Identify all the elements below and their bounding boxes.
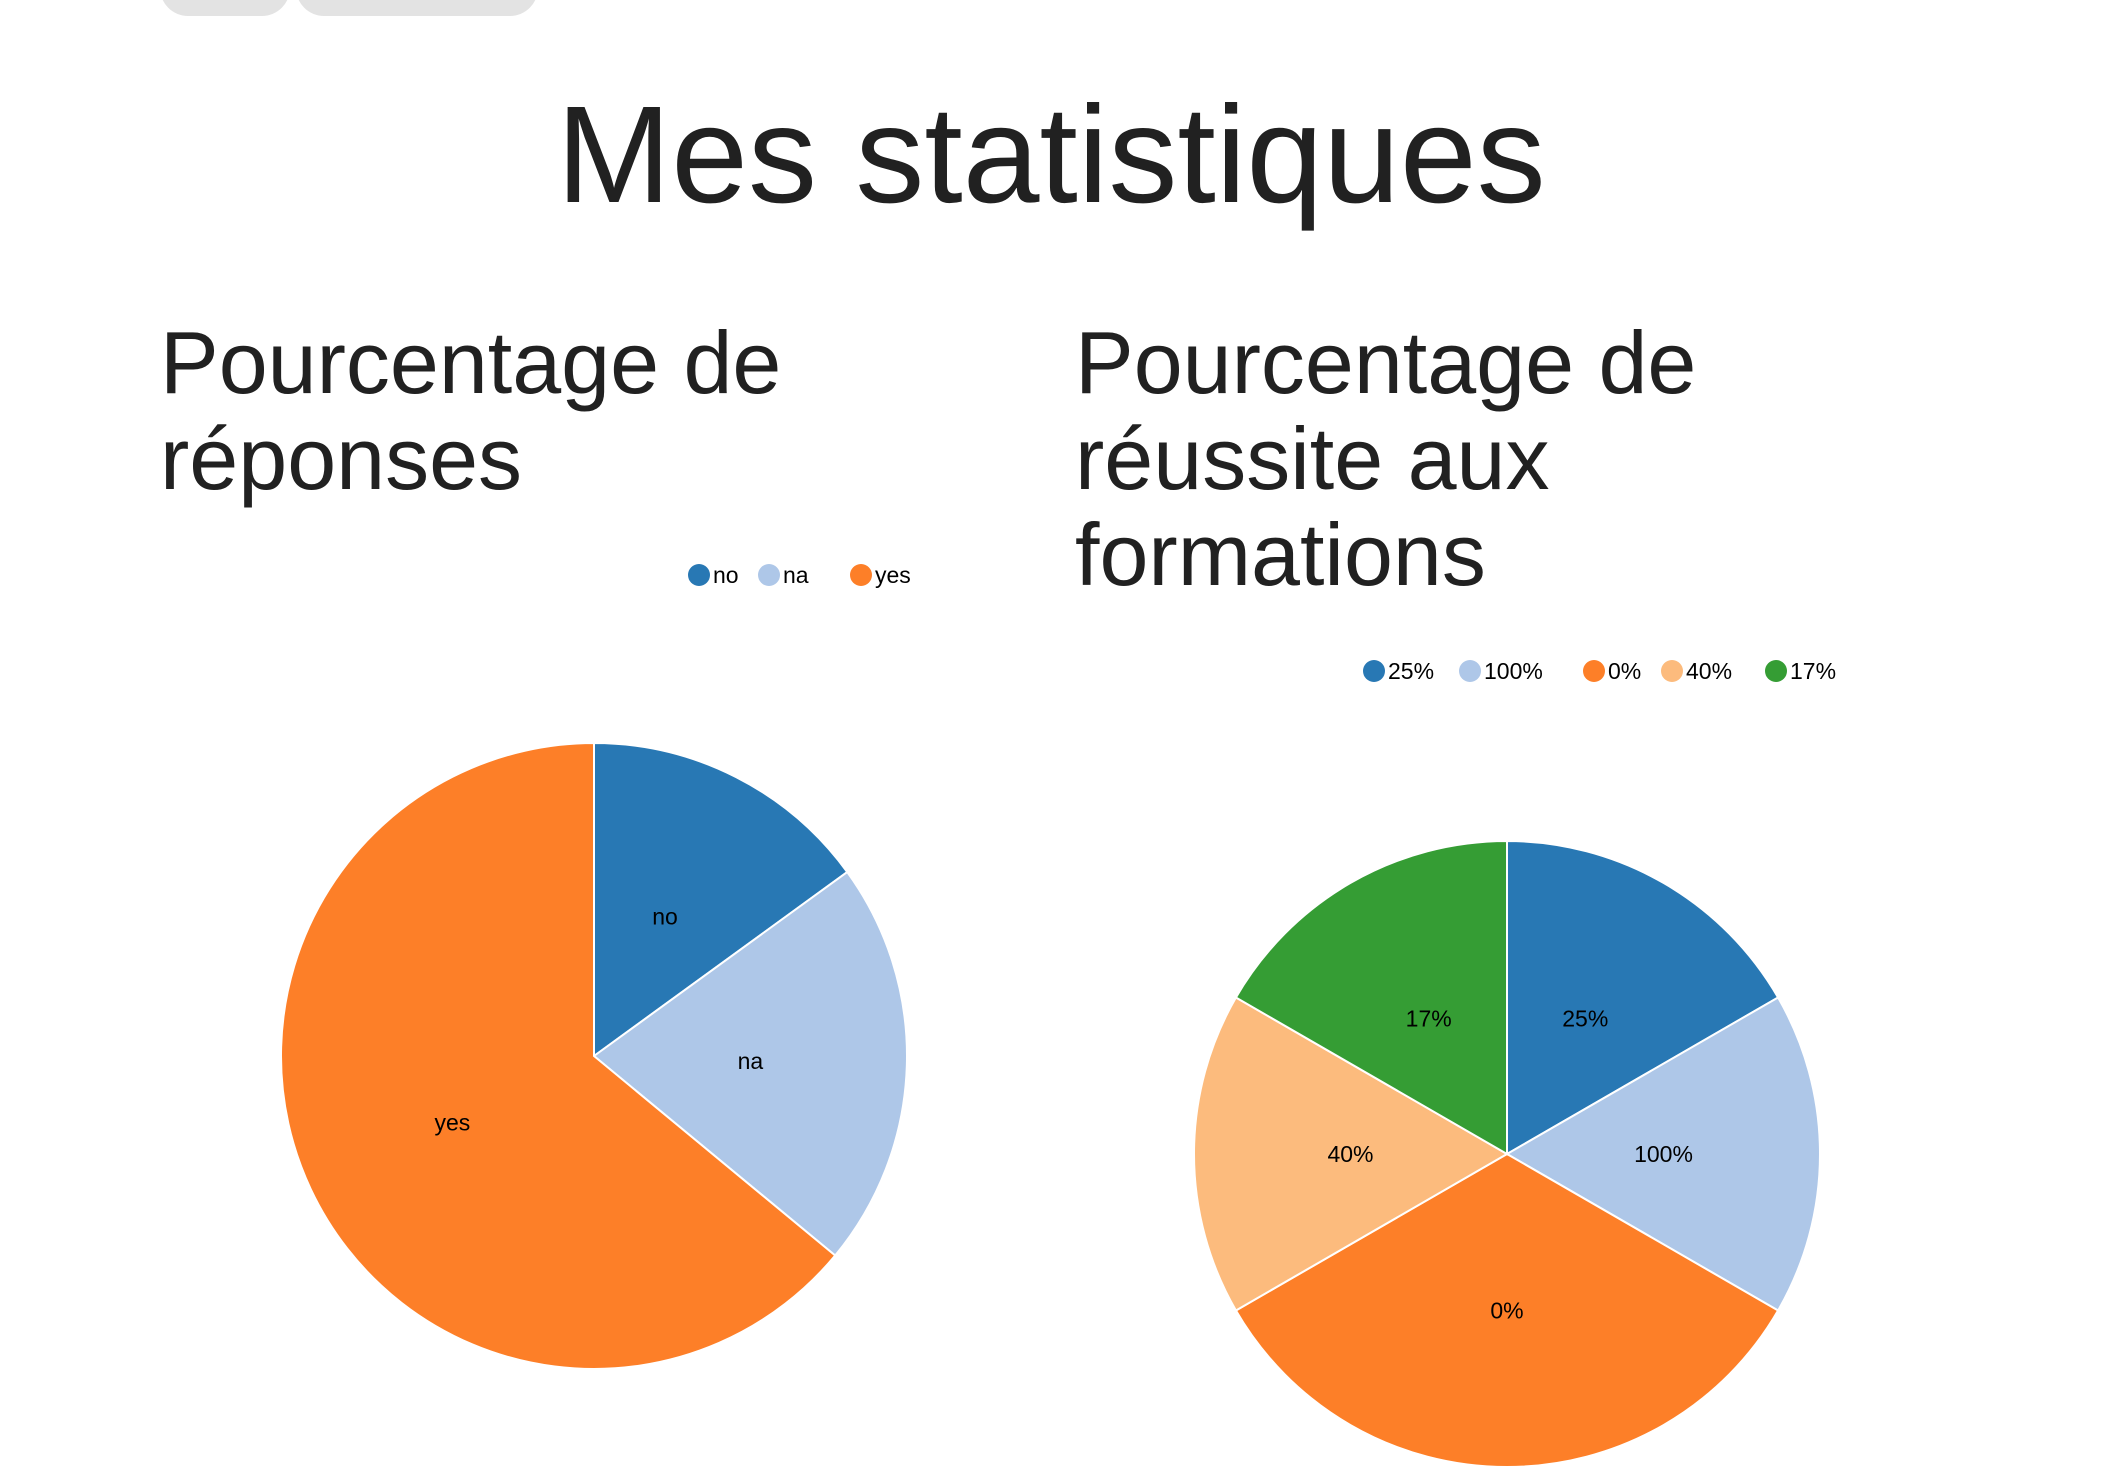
legend-item-100pct[interactable]: 100% bbox=[1459, 658, 1543, 684]
slice-label-25pct: 25% bbox=[1562, 1006, 1608, 1032]
legend-swatch bbox=[1363, 660, 1385, 682]
success-panel: Pourcentage de réussite aux formations bbox=[1075, 315, 1975, 603]
legend-item-yes[interactable]: yes bbox=[850, 562, 911, 588]
slice-label-17pct: 17% bbox=[1406, 1006, 1452, 1032]
pie-chart-2: 25% 100% 0% 40% 17% bbox=[1193, 839, 1821, 1468]
legend-item-40pct[interactable]: 40% bbox=[1661, 658, 1732, 684]
legend-swatch bbox=[850, 564, 872, 586]
legend-label: 100% bbox=[1484, 658, 1543, 684]
legend-item-17pct[interactable]: 17% bbox=[1765, 658, 1836, 684]
success-chart-title: Pourcentage de réussite aux formations bbox=[1075, 313, 1697, 604]
legend-label: no bbox=[713, 562, 739, 588]
legend-label: 0% bbox=[1608, 658, 1641, 684]
legend-label: 40% bbox=[1686, 658, 1732, 684]
legend-swatch bbox=[1583, 660, 1605, 682]
legend-label: na bbox=[783, 562, 809, 588]
legend-swatch bbox=[758, 564, 780, 586]
legend-swatch bbox=[1765, 660, 1787, 682]
pie-slice-yes[interactable] bbox=[280, 741, 837, 1370]
nav-tab-1[interactable] bbox=[160, 0, 290, 16]
legend-item-no[interactable]: no bbox=[688, 562, 739, 588]
pie-slice-no[interactable] bbox=[593, 741, 849, 1058]
page-title: Mes statistiques bbox=[556, 78, 1546, 232]
top-tabs bbox=[160, 0, 538, 16]
slice-label-yes: yes bbox=[435, 1110, 471, 1136]
legend-label: yes bbox=[875, 562, 911, 588]
pie-slice-40pct[interactable] bbox=[1193, 996, 1510, 1312]
slice-label-0pct: 0% bbox=[1490, 1298, 1523, 1324]
pie-slice-100pct[interactable] bbox=[1504, 996, 1821, 1312]
legend-item-na[interactable]: na bbox=[758, 562, 809, 588]
pie-slice-0pct[interactable] bbox=[1234, 1152, 1780, 1468]
legend-swatch bbox=[1661, 660, 1683, 682]
pie-slice-17pct[interactable] bbox=[1234, 839, 1508, 1156]
slice-label-100pct: 100% bbox=[1634, 1141, 1693, 1167]
pie-slice-25pct[interactable] bbox=[1506, 839, 1780, 1156]
slice-label-40pct: 40% bbox=[1327, 1141, 1373, 1167]
pie-slice-na[interactable] bbox=[592, 870, 908, 1257]
legend-swatch bbox=[1459, 660, 1481, 682]
nav-tab-2[interactable] bbox=[296, 0, 538, 16]
responses-chart-title: Pourcentage de réponses bbox=[160, 313, 782, 508]
legend-1: no na yes bbox=[688, 562, 911, 588]
legend-swatch bbox=[688, 564, 710, 586]
slice-label-no: no bbox=[652, 904, 678, 930]
legend-label: 17% bbox=[1790, 658, 1836, 684]
legend-item-0pct[interactable]: 0% bbox=[1583, 658, 1641, 684]
pie-chart-1: no na yes bbox=[280, 741, 908, 1370]
slice-label-na: na bbox=[738, 1048, 764, 1074]
legend-item-25pct[interactable]: 25% bbox=[1363, 658, 1434, 684]
legend-label: 25% bbox=[1388, 658, 1434, 684]
responses-panel: Pourcentage de réponses bbox=[160, 315, 960, 507]
legend-2: 25% 100% 0% 40% 17% bbox=[1363, 658, 1836, 684]
